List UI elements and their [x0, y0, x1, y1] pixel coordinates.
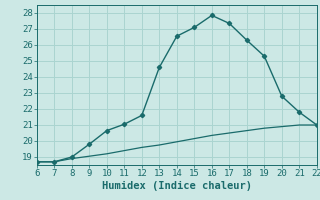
X-axis label: Humidex (Indice chaleur): Humidex (Indice chaleur): [102, 181, 252, 191]
